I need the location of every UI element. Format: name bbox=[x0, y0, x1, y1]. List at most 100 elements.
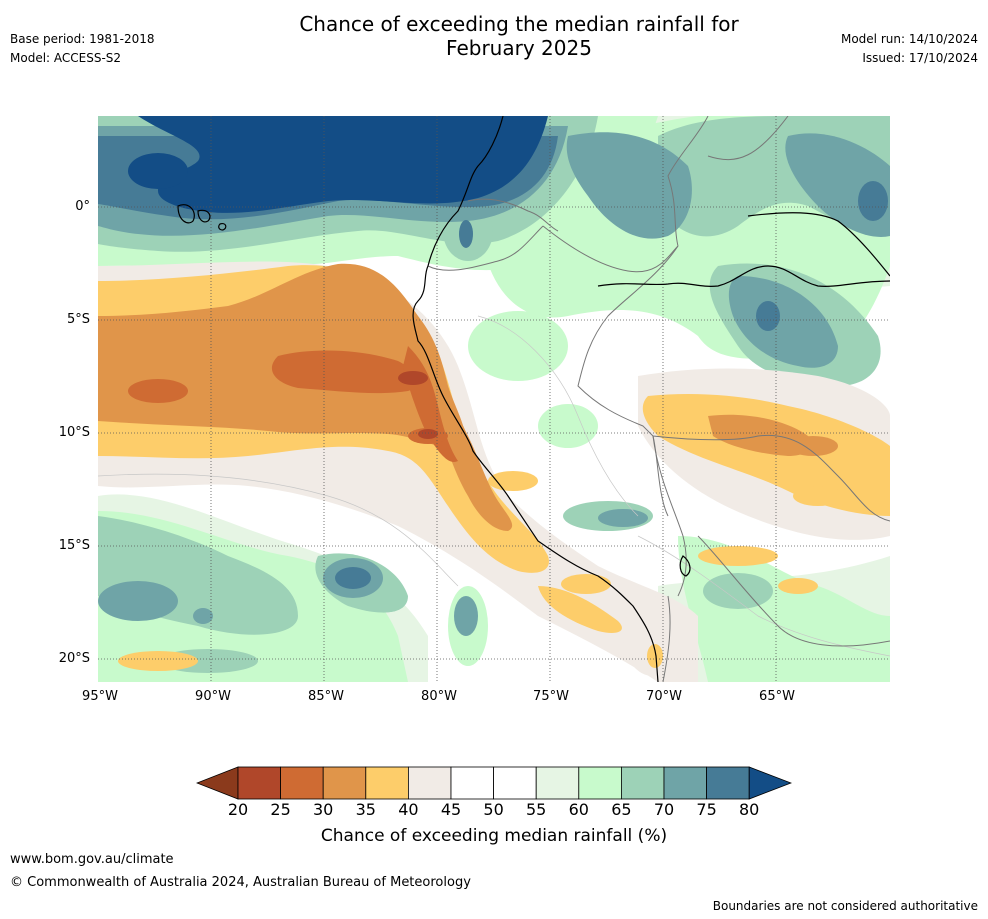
coast-lake-titicaca bbox=[679, 555, 691, 577]
colorbar-tick-label: 30 bbox=[313, 800, 334, 819]
colorbar-svg bbox=[195, 766, 793, 800]
footer-note: Boundaries are not considered authoritat… bbox=[712, 899, 978, 913]
colorbar-segment bbox=[450, 766, 494, 800]
colorbar-label: Chance of exceeding median rainfall (%) bbox=[320, 826, 668, 846]
lat-label-5s: 5°S bbox=[66, 312, 90, 327]
lat-label-15s: 15°S bbox=[58, 538, 90, 553]
lightorange-coast bbox=[538, 586, 622, 633]
coast-rio-negro bbox=[747, 212, 890, 277]
rust-blob-2 bbox=[418, 429, 438, 439]
lightorange-blob-2 bbox=[561, 574, 611, 594]
rainfall-map-svg bbox=[98, 116, 890, 682]
colorbar-segment bbox=[322, 766, 367, 800]
teal-blob-s bbox=[454, 596, 478, 636]
colorbar-tick-label: 40 bbox=[398, 800, 419, 819]
colorbar-tick-label: 55 bbox=[526, 800, 547, 819]
colorbar-tick-label: 35 bbox=[355, 800, 376, 819]
country-borders bbox=[427, 116, 890, 682]
colorbar-tick-label: 75 bbox=[696, 800, 717, 819]
footer-copyright: © Commonwealth of Australia 2024, Austra… bbox=[10, 875, 471, 890]
lightorange-blob-1 bbox=[118, 651, 198, 671]
green-blob-central-2 bbox=[538, 404, 598, 448]
colorbar-tick-label: 45 bbox=[440, 800, 462, 819]
orange-blob-1 bbox=[788, 436, 838, 456]
colorbar-segment bbox=[706, 766, 750, 800]
colorbar-segment bbox=[237, 766, 281, 800]
coast-pacific bbox=[412, 116, 659, 682]
rainfall-map bbox=[98, 116, 890, 682]
teal-northeast bbox=[566, 132, 692, 239]
colorbar-segment bbox=[620, 766, 665, 800]
issued-text: Issued: 17/10/2024 bbox=[862, 51, 978, 65]
base-period-text: Base period: 1981-2018 bbox=[10, 32, 155, 46]
teal-blob-sw-1 bbox=[98, 581, 178, 621]
colorbar-tick-label: 25 bbox=[270, 800, 291, 819]
lightorange-blob-6 bbox=[647, 644, 663, 668]
coast-galapagos-2 bbox=[197, 209, 211, 223]
lightorange-east bbox=[642, 394, 890, 516]
colorbar-segment bbox=[493, 766, 537, 800]
lightorange-blob-5 bbox=[778, 578, 818, 594]
colorbar-segment bbox=[407, 766, 452, 800]
border-bolivia-south bbox=[697, 535, 890, 647]
lightorange-blob-4 bbox=[698, 546, 778, 566]
colorbar-segment bbox=[365, 766, 409, 800]
lon-label-80w: 80°W bbox=[421, 689, 457, 704]
darkorange-blob-1 bbox=[128, 379, 188, 403]
border-bolivia-brazil bbox=[652, 434, 890, 522]
meta-left: Base period: 1981-2018 Model: ACCESS-S2 bbox=[10, 31, 155, 69]
model-text: Model: ACCESS-S2 bbox=[10, 51, 122, 65]
lat-label-20s: 20°S bbox=[58, 651, 90, 666]
darkorange-center bbox=[271, 350, 417, 394]
darkblue-blob-1 bbox=[128, 153, 188, 189]
lon-label-85w: 85°W bbox=[308, 689, 344, 704]
lon-label-70w: 70°W bbox=[646, 689, 682, 704]
border-ecuador-peru bbox=[427, 225, 544, 271]
colorbar-tick-label: 60 bbox=[568, 800, 589, 819]
contour-2 bbox=[477, 315, 639, 517]
teal-blob-sw-3 bbox=[193, 608, 213, 624]
lon-label-90w: 90°W bbox=[195, 689, 231, 704]
colorbar-arrow-low bbox=[195, 766, 239, 800]
colorbar-tick-label: 20 bbox=[227, 800, 249, 819]
border-peru-bolivia bbox=[652, 435, 687, 597]
contour-1 bbox=[98, 473, 459, 587]
mint-blob-3 bbox=[703, 573, 773, 609]
steel-blob-1 bbox=[459, 220, 473, 248]
meta-right: Model run: 14/10/2024 Issued: 17/10/2024 bbox=[841, 31, 978, 69]
lon-label-75w: 75°W bbox=[533, 689, 569, 704]
colorbar-tick-label: 80 bbox=[739, 800, 760, 819]
colorbar bbox=[195, 766, 793, 800]
colorbar-tick-label: 50 bbox=[483, 800, 504, 819]
colorbar-segment bbox=[535, 766, 580, 800]
beige-blob-south bbox=[623, 596, 683, 676]
colorbar-segment bbox=[663, 766, 707, 800]
coast-amazon bbox=[597, 265, 890, 287]
lat-label-10s: 10°S bbox=[58, 425, 90, 440]
graticule bbox=[98, 116, 890, 682]
map-title: Chance of exceeding the median rainfall … bbox=[244, 12, 794, 60]
teal-blob-c bbox=[598, 509, 648, 527]
lon-label-65w: 65°W bbox=[759, 689, 795, 704]
dry-rust-areas bbox=[398, 371, 438, 439]
lon-label-95w: 95°W bbox=[82, 689, 118, 704]
border-brazil-venezuela bbox=[707, 116, 789, 161]
colorbar-arrow-high bbox=[748, 766, 793, 800]
colorbar-tick-label: 65 bbox=[611, 800, 632, 819]
colorbar-segment bbox=[578, 766, 622, 800]
map-title-line2: February 2025 bbox=[446, 36, 592, 60]
footer-url: www.bom.gov.au/climate bbox=[10, 852, 174, 867]
wet-darkblue-areas bbox=[128, 116, 548, 213]
lightorange-blob-3 bbox=[488, 471, 538, 491]
lightorange-blob-7 bbox=[793, 486, 843, 506]
border-chile-argentina bbox=[662, 595, 671, 682]
steel-blob-2 bbox=[756, 301, 780, 331]
coastlines bbox=[177, 116, 890, 682]
teal-east bbox=[728, 276, 838, 368]
darkblue-north bbox=[138, 116, 548, 213]
coast-galapagos-1 bbox=[177, 204, 195, 224]
map-title-line1: Chance of exceeding the median rainfall … bbox=[299, 12, 739, 36]
coast-galapagos-3 bbox=[218, 223, 227, 231]
border-colombia-ecuador bbox=[467, 198, 559, 232]
steel-blob-3 bbox=[858, 181, 888, 221]
